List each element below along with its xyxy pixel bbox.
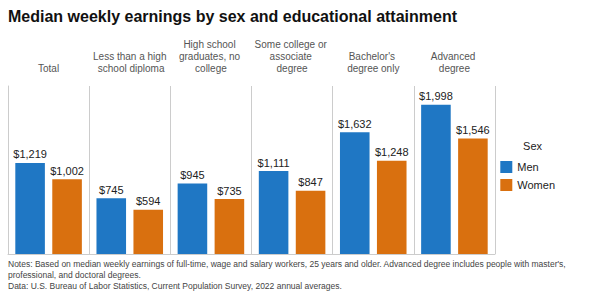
svg-text:school diploma: school diploma	[95, 63, 165, 74]
svg-text:$735: $735	[217, 185, 241, 197]
svg-text:graduates, no: graduates, no	[179, 51, 243, 62]
svg-text:associate: associate	[270, 51, 315, 62]
svg-text:Less than a high: Less than a high	[93, 51, 166, 62]
svg-text:$1,632: $1,632	[338, 118, 372, 130]
svg-text:$1,219: $1,219	[13, 148, 47, 160]
svg-text:Total: Total	[38, 63, 59, 74]
svg-text:college: college	[195, 63, 227, 74]
svg-text:$847: $847	[298, 176, 322, 188]
svg-text:Advanced: Advanced	[431, 51, 478, 62]
svg-text:Some college or: Some college or	[255, 39, 330, 50]
svg-text:$594: $594	[136, 195, 160, 207]
svg-text:$1,111: $1,111	[258, 157, 290, 169]
svg-text:degree: degree	[277, 63, 309, 74]
svg-text:$1,002: $1,002	[50, 165, 84, 177]
svg-text:$1,998: $1,998	[419, 90, 453, 102]
svg-text:$745: $745	[99, 184, 123, 196]
svg-text:Sex: Sex	[523, 140, 542, 152]
svg-text:$1,248: $1,248	[375, 146, 409, 158]
svg-text:degree only: degree only	[347, 63, 399, 74]
svg-text:Men: Men	[517, 161, 538, 173]
svg-text:High school: High school	[183, 39, 238, 50]
svg-text:$945: $945	[180, 169, 204, 181]
svg-text:Median weekly earnings by sex: Median weekly earnings by sex and educat…	[8, 8, 458, 25]
svg-text:$1,546: $1,546	[456, 124, 490, 136]
svg-text:Data: U.S. Bureau of Labor Sta: Data: U.S. Bureau of Labor Statistics, C…	[8, 281, 342, 291]
svg-text:Bachelor's: Bachelor's	[349, 51, 398, 62]
svg-text:professional, and doctoral deg: professional, and doctoral degrees.	[8, 270, 141, 280]
svg-text:Notes: Based on median weekly: Notes: Based on median weekly earnings o…	[8, 259, 566, 269]
svg-text:Women: Women	[517, 179, 555, 191]
svg-text:degree: degree	[439, 63, 471, 74]
